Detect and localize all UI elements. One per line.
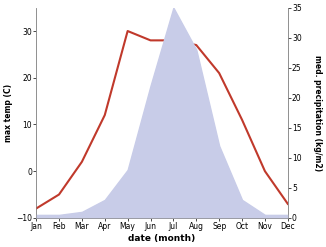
Y-axis label: max temp (C): max temp (C)	[4, 84, 13, 142]
X-axis label: date (month): date (month)	[128, 234, 196, 243]
Y-axis label: med. precipitation (kg/m2): med. precipitation (kg/m2)	[313, 55, 322, 171]
